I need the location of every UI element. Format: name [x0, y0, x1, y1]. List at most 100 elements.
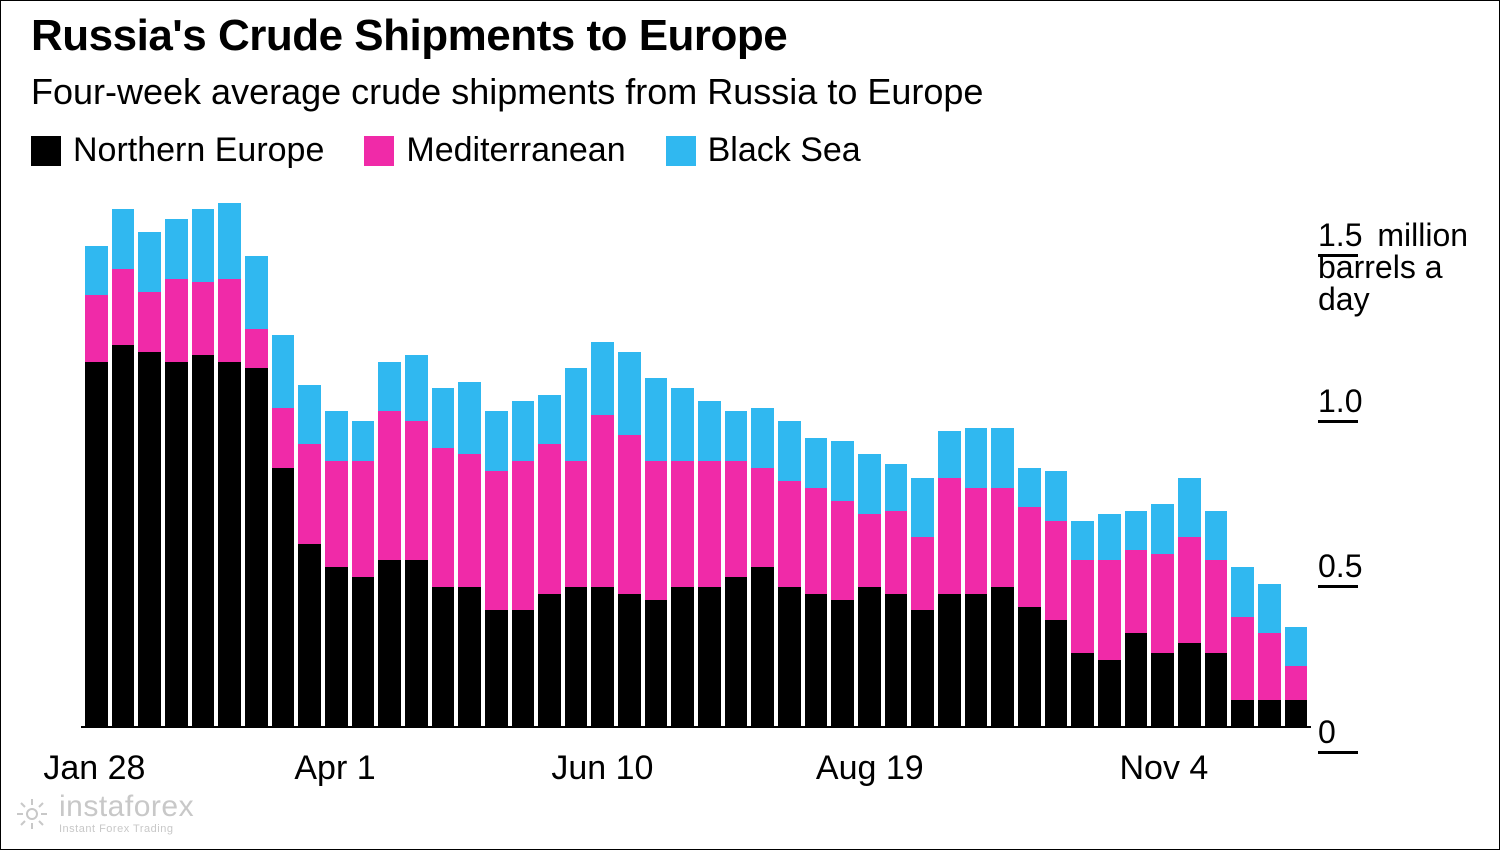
- bar-segment-northern-europe: [165, 362, 188, 726]
- bar-segment-black-sea: [1205, 511, 1228, 561]
- x-tick-label: Jun 10: [551, 749, 653, 788]
- x-tick-label: Nov 4: [1120, 749, 1209, 788]
- bar-segment-mediterranean: [325, 461, 348, 567]
- bar: [1045, 471, 1068, 726]
- bar-segment-black-sea: [85, 246, 108, 296]
- bar-segment-northern-europe: [938, 594, 961, 727]
- bar-segment-black-sea: [911, 478, 934, 538]
- bar-segment-northern-europe: [1178, 643, 1201, 726]
- bar-segment-mediterranean: [165, 279, 188, 362]
- legend-item-mediterranean: Mediterranean: [364, 131, 625, 170]
- bar-segment-black-sea: [965, 428, 988, 488]
- bar-segment-mediterranean: [378, 411, 401, 560]
- bar: [1231, 567, 1254, 726]
- bar-segment-mediterranean: [112, 269, 135, 345]
- bar-segment-northern-europe: [725, 577, 748, 726]
- chart: 1.5 million barrels a day1.00.50 Jan 28A…: [31, 196, 1461, 791]
- bar-segment-northern-europe: [432, 587, 455, 726]
- bar: [831, 441, 854, 726]
- legend-swatch: [364, 136, 394, 166]
- bar-segment-northern-europe: [405, 560, 428, 726]
- bar-segment-northern-europe: [1285, 700, 1308, 727]
- bar-segment-mediterranean: [272, 408, 295, 468]
- bar-segment-northern-europe: [1205, 653, 1228, 726]
- bar: [272, 335, 295, 726]
- bar-segment-northern-europe: [1045, 620, 1068, 726]
- bar: [965, 428, 988, 726]
- bar: [1285, 627, 1308, 726]
- bar: [485, 411, 508, 726]
- bar-segment-mediterranean: [405, 421, 428, 560]
- bar-segment-northern-europe: [671, 587, 694, 726]
- bar: [671, 388, 694, 726]
- bar-segment-mediterranean: [458, 454, 481, 587]
- bar-segment-black-sea: [1285, 627, 1308, 667]
- bar-segment-black-sea: [298, 385, 321, 445]
- bar-segment-mediterranean: [1151, 554, 1174, 653]
- bar-segment-northern-europe: [1231, 700, 1254, 727]
- bar-segment-northern-europe: [272, 468, 295, 726]
- bar-segment-mediterranean: [1258, 633, 1281, 699]
- chart-title: Russia's Crude Shipments to Europe: [31, 11, 787, 61]
- bar-segment-northern-europe: [965, 594, 988, 727]
- bar-segment-mediterranean: [618, 435, 641, 594]
- bar-segment-northern-europe: [192, 355, 215, 726]
- bar: [218, 203, 241, 726]
- instaforex-logo-icon: [15, 797, 49, 831]
- bar-segment-black-sea: [1231, 567, 1254, 617]
- bar: [138, 232, 161, 726]
- bar-segment-mediterranean: [565, 461, 588, 587]
- bar: [565, 368, 588, 726]
- bar: [1018, 468, 1041, 726]
- bar-segment-mediterranean: [671, 461, 694, 587]
- bar: [778, 421, 801, 726]
- bar-segment-mediterranean: [911, 537, 934, 610]
- bar-segment-northern-europe: [911, 610, 934, 726]
- bar: [1098, 514, 1121, 726]
- bar-segment-mediterranean: [965, 488, 988, 594]
- bar: [618, 352, 641, 726]
- bar-segment-northern-europe: [778, 587, 801, 726]
- bar: [325, 411, 348, 726]
- bar-segment-black-sea: [591, 342, 614, 415]
- bar-segment-mediterranean: [831, 501, 854, 600]
- bar-segment-northern-europe: [138, 352, 161, 726]
- bar-segment-black-sea: [245, 256, 268, 329]
- legend: Northern Europe Mediterranean Black Sea: [31, 131, 861, 170]
- y-tick-label: 1.0: [1318, 385, 1362, 417]
- bar-segment-mediterranean: [725, 461, 748, 577]
- bar-segment-mediterranean: [192, 282, 215, 355]
- bar: [405, 355, 428, 726]
- bar-segment-northern-europe: [1071, 653, 1094, 726]
- bars-container: [81, 196, 1311, 726]
- bar-segment-northern-europe: [1018, 607, 1041, 726]
- bar-segment-mediterranean: [218, 279, 241, 362]
- bar-segment-northern-europe: [565, 587, 588, 726]
- bar: [538, 395, 561, 726]
- bar-segment-mediterranean: [1231, 617, 1254, 700]
- bar-segment-mediterranean: [751, 468, 774, 567]
- bar-segment-mediterranean: [432, 448, 455, 587]
- bar-segment-black-sea: [698, 401, 721, 461]
- bar-segment-black-sea: [165, 219, 188, 279]
- bar-segment-mediterranean: [1205, 560, 1228, 653]
- bar-segment-northern-europe: [591, 587, 614, 726]
- bar-segment-mediterranean: [805, 488, 828, 594]
- bar-segment-northern-europe: [298, 544, 321, 726]
- bar-segment-mediterranean: [1045, 521, 1068, 620]
- bar-segment-mediterranean: [858, 514, 881, 587]
- bar: [458, 382, 481, 727]
- bar-segment-northern-europe: [1125, 633, 1148, 726]
- bar-segment-black-sea: [512, 401, 535, 461]
- bar-segment-black-sea: [1045, 471, 1068, 521]
- bar-segment-northern-europe: [831, 600, 854, 726]
- bar-segment-mediterranean: [485, 471, 508, 610]
- bar-segment-black-sea: [991, 428, 1014, 488]
- bar-segment-mediterranean: [1125, 550, 1148, 633]
- bar-segment-northern-europe: [885, 594, 908, 727]
- y-tick: [1318, 585, 1358, 588]
- bar-segment-black-sea: [352, 421, 375, 461]
- legend-label: Mediterranean: [406, 131, 625, 170]
- bar: [1071, 521, 1094, 726]
- bar-segment-black-sea: [565, 368, 588, 461]
